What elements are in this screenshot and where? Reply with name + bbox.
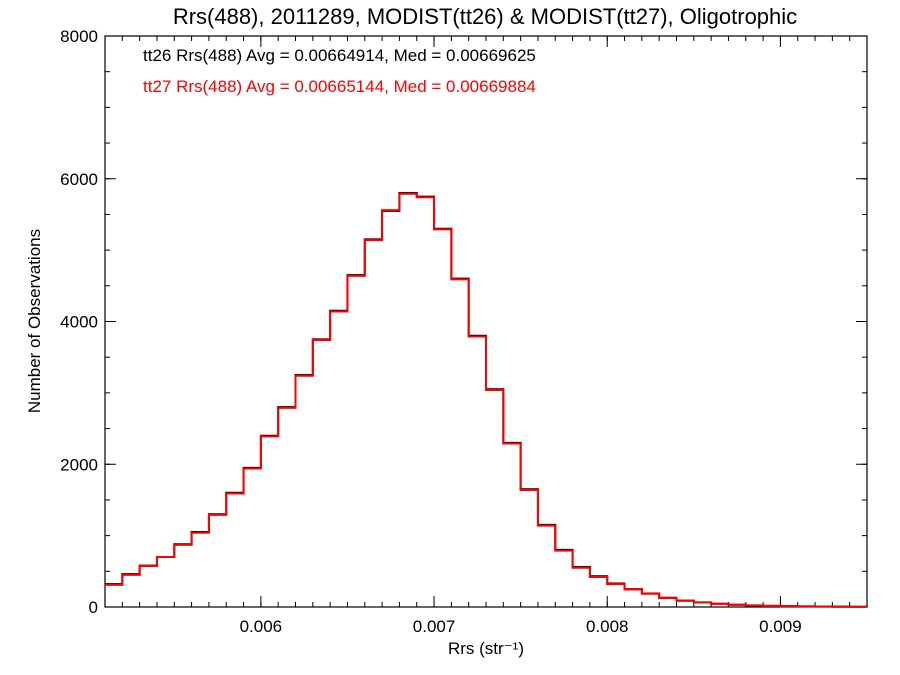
annotation-tt26: tt26 Rrs(488) Avg = 0.00664914, Med = 0.… xyxy=(143,46,536,65)
series-line-tt27 xyxy=(105,192,868,608)
y-tick-label: 2000 xyxy=(60,455,98,474)
x-tick-label: 0.006 xyxy=(240,617,283,636)
y-tick-label: 0 xyxy=(89,598,98,617)
annotation-tt27: tt27 Rrs(488) Avg = 0.00665144, Med = 0.… xyxy=(143,77,536,96)
x-tick-label: 0.007 xyxy=(413,617,456,636)
plot-frame xyxy=(104,35,868,608)
y-axis-label: Number of Observations xyxy=(25,229,44,413)
x-tick-label: 0.009 xyxy=(759,617,802,636)
x-tick-label: 0.008 xyxy=(586,617,629,636)
chart-title: Rrs(488), 2011289, MODIST(tt26) & MODIST… xyxy=(173,4,797,29)
series-line-tt26 xyxy=(105,192,868,608)
x-axis-label: Rrs (str⁻¹) xyxy=(448,639,524,658)
y-tick-label: 8000 xyxy=(60,27,98,46)
y-tick-label: 4000 xyxy=(60,313,98,332)
axis-ticks xyxy=(104,35,868,608)
y-tick-label: 6000 xyxy=(60,170,98,189)
axis-tick-labels: 0.006 0.007 0.008 0.009 0 2000 4000 6000 8000 xyxy=(60,27,802,636)
series-layer xyxy=(105,192,868,608)
